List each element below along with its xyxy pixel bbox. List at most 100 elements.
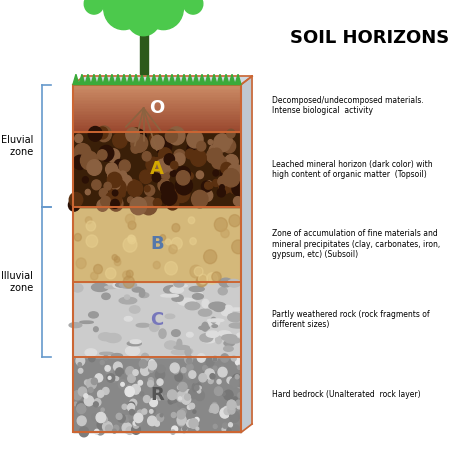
Ellipse shape [174,345,189,349]
Circle shape [170,400,173,404]
Circle shape [156,163,170,178]
Circle shape [171,430,175,434]
Circle shape [144,0,183,30]
Circle shape [155,370,164,380]
Circle shape [199,374,207,382]
Circle shape [112,429,116,433]
Circle shape [98,391,104,397]
Circle shape [196,427,199,430]
Circle shape [127,180,139,192]
Circle shape [171,413,176,417]
Ellipse shape [202,299,209,308]
Circle shape [224,408,230,415]
Circle shape [214,218,228,232]
Circle shape [210,374,215,379]
Circle shape [113,425,119,431]
Ellipse shape [189,286,204,291]
Circle shape [74,143,91,162]
Circle shape [156,159,169,173]
Circle shape [129,409,135,415]
Circle shape [108,376,111,379]
Circle shape [101,408,104,412]
Circle shape [227,377,233,384]
Ellipse shape [165,314,175,319]
Circle shape [228,400,235,408]
Circle shape [155,421,159,426]
Circle shape [130,197,146,215]
Circle shape [105,366,110,371]
Circle shape [189,389,198,399]
Circle shape [196,275,207,287]
Circle shape [197,390,201,393]
Circle shape [101,196,110,207]
Polygon shape [163,74,169,85]
Circle shape [196,171,203,179]
Polygon shape [169,74,175,85]
Circle shape [184,390,192,399]
Circle shape [142,152,151,161]
Ellipse shape [159,329,166,338]
Circle shape [119,160,130,172]
Circle shape [175,373,182,381]
Circle shape [104,0,144,30]
Circle shape [237,365,241,369]
Circle shape [74,402,77,406]
Circle shape [177,410,185,419]
Ellipse shape [219,278,232,287]
Circle shape [198,386,201,390]
Circle shape [106,425,112,432]
Circle shape [157,365,164,373]
Ellipse shape [139,289,145,297]
Bar [73,99,241,100]
Circle shape [153,261,160,269]
Circle shape [81,151,98,170]
Circle shape [82,177,88,183]
Circle shape [166,196,179,210]
Circle shape [97,200,108,212]
Circle shape [178,418,185,426]
Circle shape [76,356,85,366]
Polygon shape [229,74,235,85]
Circle shape [111,199,119,208]
Circle shape [148,361,156,370]
Circle shape [100,360,104,365]
Circle shape [141,366,149,376]
Circle shape [76,258,86,269]
Circle shape [118,380,127,389]
Circle shape [213,424,217,429]
Circle shape [230,413,239,423]
Circle shape [231,356,236,361]
Ellipse shape [202,322,208,331]
Circle shape [219,365,224,370]
Circle shape [106,163,118,176]
Bar [73,119,241,121]
Circle shape [107,149,120,162]
Bar [73,100,241,102]
Circle shape [88,126,102,141]
Bar [73,102,241,103]
Bar [73,282,241,357]
Circle shape [183,0,203,14]
Circle shape [149,367,154,372]
Bar [73,122,241,124]
Bar [73,93,241,94]
Circle shape [132,130,146,145]
Ellipse shape [209,319,219,326]
Circle shape [195,385,199,390]
Ellipse shape [172,296,182,301]
Ellipse shape [170,287,183,293]
Text: Eluvial
 zone: Eluvial zone [1,135,33,157]
Circle shape [165,262,177,275]
Circle shape [96,426,104,435]
Circle shape [194,417,199,422]
Circle shape [219,180,232,193]
Polygon shape [85,74,91,85]
Circle shape [210,408,213,412]
Circle shape [236,358,242,365]
Ellipse shape [229,308,246,310]
Circle shape [214,387,222,395]
Circle shape [224,390,233,400]
Circle shape [128,197,133,203]
Circle shape [213,357,217,361]
Circle shape [218,176,227,187]
